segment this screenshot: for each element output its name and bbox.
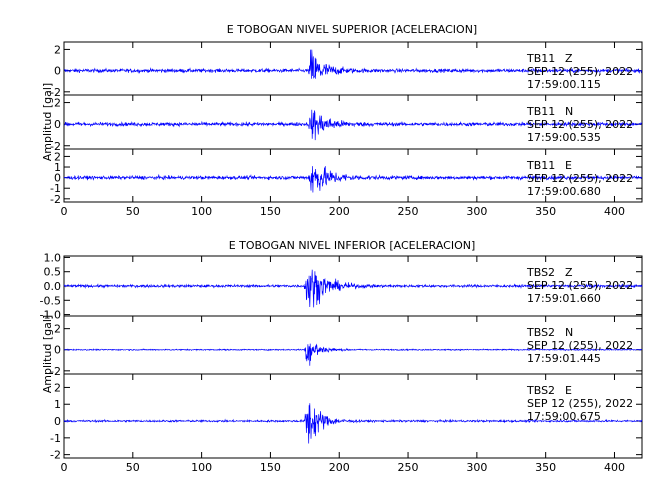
y-tick-label: 2 (54, 323, 61, 336)
date-label: SEP 12 (255), 2022 (527, 339, 633, 352)
upper-waveform-2 (63, 109, 643, 141)
x-tick-label: 150 (260, 205, 281, 218)
y-tick-label: -1.0 (40, 309, 61, 322)
lower-y-axis-label: Amplitud [gal] (41, 315, 54, 393)
x-tick-label: 400 (604, 461, 625, 474)
component-label: N (565, 326, 573, 339)
y-tick-label: 0.5 (44, 266, 62, 279)
x-tick-label: 50 (126, 205, 140, 218)
y-tick-label: 1 (54, 398, 61, 411)
y-tick-label: 0 (54, 344, 61, 357)
component-label: Z (565, 52, 573, 65)
component-label: N (565, 105, 573, 118)
date-label: SEP 12 (255), 2022 (527, 172, 633, 185)
date-label: SEP 12 (255), 2022 (527, 65, 633, 78)
y-tick-label: -0.5 (40, 294, 61, 307)
y-tick-label: 2 (54, 150, 61, 163)
x-tick-label: 300 (466, 461, 487, 474)
time-label: 17:59:01.660 (527, 292, 601, 305)
component-label: E (565, 159, 572, 172)
station-label: TB11 (526, 159, 555, 172)
y-tick-label: 1 (54, 161, 61, 174)
time-label: 17:59:00.680 (527, 185, 601, 198)
time-label: 17:59:00.115 (527, 78, 601, 91)
time-label: 17:59:01.445 (527, 352, 601, 365)
y-tick-label: 2 (54, 97, 61, 110)
trace-frame (63, 373, 643, 459)
x-tick-label: 350 (535, 205, 556, 218)
x-tick-label: 150 (260, 461, 281, 474)
x-tick-label: 50 (126, 461, 140, 474)
x-tick-label: 200 (329, 461, 350, 474)
y-tick-label: 0 (54, 65, 61, 78)
lower-waveform-2 (63, 343, 643, 366)
y-tick-label: 0 (54, 118, 61, 131)
y-tick-label: -1 (50, 432, 61, 445)
time-label: 17:59:00.675 (527, 410, 601, 423)
x-tick-label: 300 (466, 205, 487, 218)
y-tick-label: -2 (50, 140, 61, 153)
station-label: TB11 (526, 105, 555, 118)
station-label: TBS2 (526, 326, 555, 339)
lower-panel-title: E TOBOGAN NIVEL INFERIOR [ACELERACION] (229, 239, 476, 252)
lower-waveform-1 (63, 269, 643, 308)
lower-seismogram-panel: E TOBOGAN NIVEL INFERIOR [ACELERACION] A… (40, 239, 643, 474)
upper-waveform-3 (63, 166, 643, 193)
y-tick-label: 0 (54, 415, 61, 428)
y-tick-label: 1.0 (44, 251, 62, 264)
upper-seismogram-panel: E TOBOGAN NIVEL SUPERIOR [ACELERACION] A… (41, 23, 643, 218)
date-label: SEP 12 (255), 2022 (527, 397, 633, 410)
date-label: SEP 12 (255), 2022 (527, 279, 633, 292)
x-tick-label: 250 (398, 461, 419, 474)
date-label: SEP 12 (255), 2022 (527, 118, 633, 131)
y-tick-label: -1 (50, 182, 61, 195)
x-tick-label: 200 (329, 205, 350, 218)
x-tick-label: 100 (191, 205, 212, 218)
x-tick-label: 100 (191, 461, 212, 474)
x-tick-label: 0 (61, 205, 68, 218)
component-label: Z (565, 266, 573, 279)
y-tick-label: 2 (54, 43, 61, 56)
x-tick-label: 350 (535, 461, 556, 474)
y-tick-label: -2 (50, 193, 61, 206)
station-label: TB11 (526, 52, 555, 65)
time-label: 17:59:00.535 (527, 131, 601, 144)
x-tick-label: 400 (604, 205, 625, 218)
lower-x-axis: 0 50 100 150 200 250 300 350 400 (61, 452, 625, 474)
y-tick-label: -2 (50, 365, 61, 378)
upper-waveform-1 (63, 49, 643, 79)
x-tick-label: 0 (61, 461, 68, 474)
y-tick-label: -2 (50, 86, 61, 99)
component-label: E (565, 384, 572, 397)
y-tick-label: 0.0 (44, 280, 62, 293)
y-tick-label: 0 (54, 172, 61, 185)
y-tick-label: -2 (50, 449, 61, 462)
station-label: TBS2 (526, 384, 555, 397)
upper-x-axis: 0 50 100 150 200 250 300 350 400 (61, 196, 625, 218)
station-label: TBS2 (526, 266, 555, 279)
upper-panel-title: E TOBOGAN NIVEL SUPERIOR [ACELERACION] (227, 23, 477, 36)
lower-waveform-3 (63, 403, 643, 444)
upper-y-axis-label: Amplitud [gal] (41, 83, 54, 161)
x-tick-label: 250 (398, 205, 419, 218)
trace-frame (63, 148, 643, 203)
y-tick-label: 2 (54, 381, 61, 394)
